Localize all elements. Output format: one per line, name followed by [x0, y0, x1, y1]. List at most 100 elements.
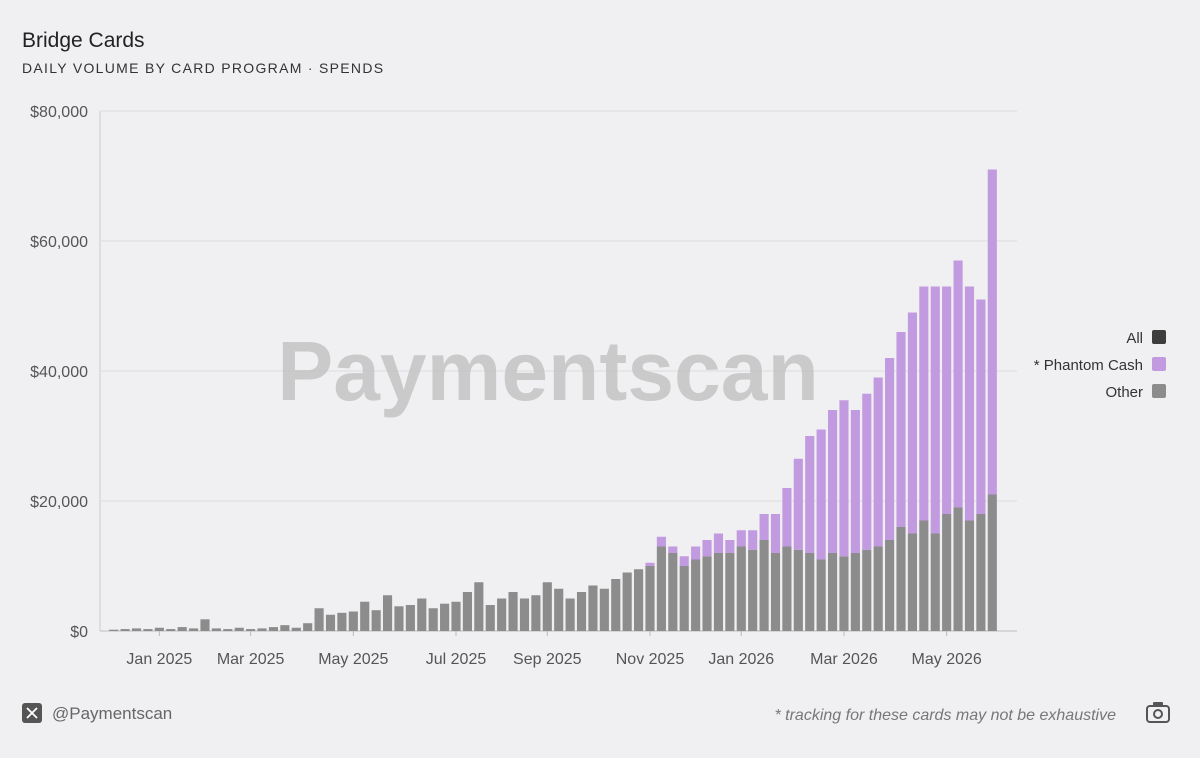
- legend-swatch: [1152, 357, 1166, 371]
- bar-segment: [964, 286, 975, 521]
- bar-segment: [314, 608, 324, 631]
- bar-segment: [177, 627, 187, 631]
- bar-segment: [234, 627, 244, 631]
- bar-segment: [862, 393, 872, 550]
- legend-swatch: [1152, 384, 1166, 398]
- bar-segment: [485, 605, 495, 631]
- bar-segment: [839, 556, 849, 631]
- bar-segment: [793, 549, 803, 631]
- bar-segment: [748, 549, 758, 631]
- bar-segment: [907, 533, 917, 631]
- bar-segment: [440, 603, 450, 631]
- bar-segment: [691, 559, 701, 631]
- footer-handle[interactable]: @Paymentscan: [52, 704, 172, 723]
- bar-segment: [120, 629, 130, 631]
- bar-segment: [736, 546, 746, 631]
- bar-segment: [211, 628, 221, 631]
- bar-segment: [371, 610, 381, 631]
- bar-segment: [850, 553, 860, 631]
- x-tick-label: Mar 2026: [810, 651, 878, 668]
- bar-segment: [782, 488, 792, 547]
- bar-segment: [268, 627, 279, 631]
- bar-segment: [531, 595, 541, 631]
- bar-segment: [131, 628, 142, 631]
- bar-segment: [885, 358, 895, 540]
- bar-segment: [816, 559, 826, 631]
- bar-segment: [930, 533, 940, 631]
- bar-segment: [679, 556, 689, 566]
- bar-segment: [713, 533, 724, 553]
- bar-segment: [702, 540, 712, 557]
- bar-segment: [508, 592, 518, 631]
- bar-segment: [189, 628, 199, 631]
- bar-segment: [862, 549, 872, 631]
- bar-segment: [793, 458, 803, 550]
- bar-segment: [702, 556, 712, 631]
- bar-segment: [382, 595, 393, 631]
- bar-segment: [725, 540, 735, 553]
- bar-segment: [588, 585, 598, 631]
- bar-segment: [622, 572, 632, 631]
- bar-segment: [805, 553, 815, 631]
- legend-swatch: [1152, 330, 1166, 344]
- bar-segment: [405, 605, 415, 631]
- bar-segment: [200, 619, 210, 631]
- bar-segment: [337, 612, 347, 631]
- bar-segment: [805, 436, 815, 553]
- bar-segment: [736, 530, 746, 547]
- x-tick-label: Mar 2025: [217, 651, 285, 668]
- x-logo-mark: [26, 707, 38, 719]
- bar-segment: [166, 629, 176, 631]
- bar-segment: [519, 598, 530, 631]
- y-tick-label: $60,000: [30, 234, 88, 251]
- bar-segment: [645, 562, 655, 566]
- camera-icon[interactable]: [1146, 702, 1170, 723]
- bar-segment: [679, 566, 689, 631]
- x-tick-label: Sep 2025: [513, 651, 582, 668]
- bar-segment: [109, 629, 119, 631]
- bar-segment: [748, 530, 758, 550]
- bar-segment: [759, 540, 769, 631]
- bar-segment: [827, 553, 838, 631]
- bar-segment: [451, 601, 461, 631]
- bar-segment: [668, 546, 678, 553]
- bar-segment: [428, 608, 438, 631]
- bar-segment: [542, 582, 552, 631]
- chart-title: Bridge Cards: [22, 29, 145, 52]
- x-tick-label: May 2025: [318, 651, 388, 668]
- bar-segment: [827, 410, 838, 553]
- bar-segment: [291, 627, 301, 631]
- bar-segment: [953, 507, 963, 631]
- bar-segment: [942, 514, 952, 631]
- legend-label: * Phantom Cash: [1034, 357, 1143, 374]
- y-tick-label: $40,000: [30, 364, 88, 381]
- bar-segment: [782, 546, 792, 631]
- bar-segment: [565, 598, 575, 631]
- x-tick-label: May 2026: [912, 651, 982, 668]
- bar-segment: [303, 623, 313, 631]
- bar-segment: [280, 625, 290, 631]
- bar-segment: [885, 540, 895, 631]
- bar-segment: [599, 588, 609, 631]
- bar-segment: [497, 598, 507, 631]
- bar-segment: [907, 312, 917, 534]
- footnote: * tracking for these cards may not be ex…: [774, 707, 1116, 724]
- x-tick-label: Nov 2025: [616, 651, 685, 668]
- bar-segment: [976, 299, 986, 514]
- bar-segment: [987, 494, 997, 631]
- x-tick-label: Jan 2025: [126, 651, 192, 668]
- y-tick-label: $80,000: [30, 104, 88, 121]
- bar-segment: [417, 598, 427, 631]
- bar-segment: [930, 286, 940, 534]
- bar-segment: [770, 514, 781, 553]
- bar-segment: [325, 614, 336, 631]
- y-tick-label: $0: [70, 624, 88, 641]
- bar-segment: [976, 514, 986, 631]
- bar-segment: [394, 606, 404, 631]
- bar-segment: [656, 536, 666, 547]
- bar-segment: [143, 629, 153, 631]
- bar-segment: [770, 553, 781, 631]
- bar-segment: [839, 400, 849, 557]
